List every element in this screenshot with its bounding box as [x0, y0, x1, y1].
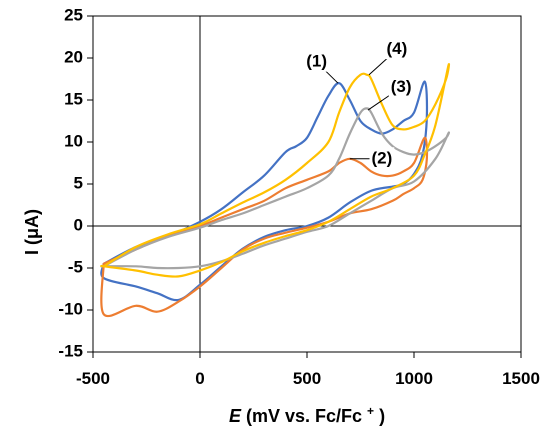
y-tick-label: 10: [64, 131, 83, 150]
x-axis-title: E (mV vs. Fc/Fc + ): [229, 399, 385, 426]
y-tick-label: -5: [68, 257, 83, 276]
series-layer: [100, 63, 451, 317]
series-line-2: [100, 136, 429, 317]
series-line-4: [100, 63, 451, 278]
y-tick-label: 25: [64, 5, 83, 24]
annotation-label-bg-1: [304, 50, 330, 72]
x-tick-label: 1500: [502, 369, 540, 388]
annotation-label-bg-2: [369, 147, 395, 169]
annotation-label-bg-3: [388, 75, 414, 97]
x-tick-label: 500: [293, 369, 321, 388]
x-axis-title-text: (mV vs. Fc/Fc: [246, 406, 362, 426]
annotation-label-1: (1): [306, 52, 327, 71]
annotation-label-2: (2): [372, 148, 393, 167]
y-tick-label: -15: [58, 341, 83, 360]
axes: [87, 15, 522, 358]
y-tick-label: 5: [74, 173, 83, 192]
series-line-3: [100, 107, 451, 270]
x-tick-label: 0: [195, 369, 204, 388]
annotation-label-4: (4): [386, 39, 407, 58]
y-tick-label: 0: [74, 215, 83, 234]
y-tick-label: 15: [64, 89, 83, 108]
x-tick-label: 1000: [395, 369, 433, 388]
x-tick-label: -500: [76, 369, 110, 388]
y-axis-title: I (μA): [22, 209, 42, 255]
labels-layer: -15 -10 -5 0 5 10 15 20 25 -500 0 500 1000 1500: [58, 5, 539, 388]
y-tick-label: 20: [64, 47, 83, 66]
x-axis-title-close: ): [379, 406, 385, 426]
annotation-label-bg-4: [384, 38, 410, 60]
x-axis-title-superscript: +: [367, 404, 374, 418]
annotation-label-3: (3): [391, 77, 412, 96]
x-axis-title-symbol: E: [229, 406, 242, 426]
annotation-layer: (1) (2) (3) (4): [304, 38, 414, 169]
y-tick-label: -10: [58, 299, 83, 318]
